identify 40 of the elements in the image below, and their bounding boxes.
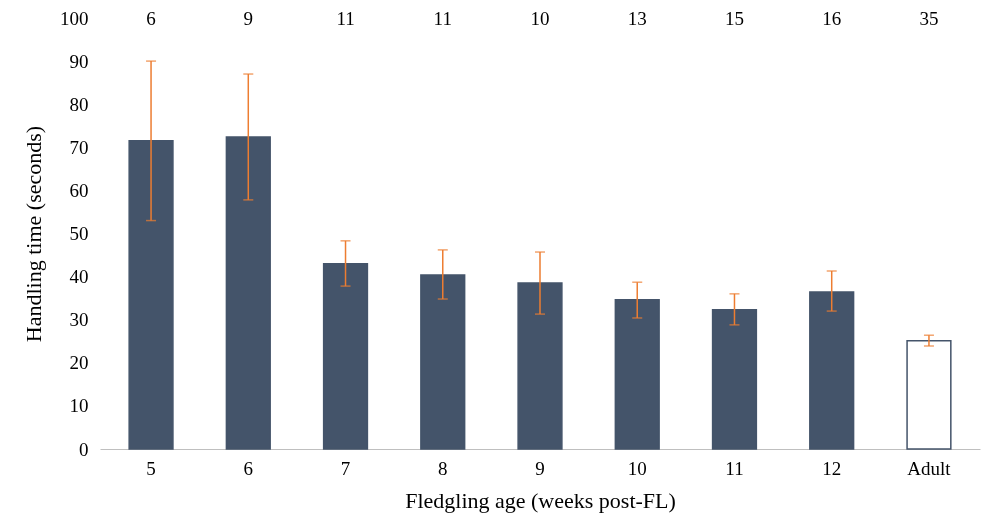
annotation: 11 [336,8,355,29]
annotation: 10 [530,8,550,29]
annotation: 9 [243,8,254,29]
y-tick-label: 100 [60,7,89,29]
y-tick-label: 50 [69,223,89,244]
x-tick-label: 7 [340,457,351,479]
y-tick-label: 90 [69,50,89,72]
x-tick-label: 9 [535,457,545,479]
x-axis-title: Fledgling age (weeks post-FL) [405,487,676,513]
y-tick-label: 20 [69,352,89,374]
bar [906,340,952,450]
bar [128,140,174,450]
x-tick-label: 12 [822,457,842,479]
bar [225,136,271,450]
bar [809,291,855,450]
y-axis-title: Handling time (seconds) [21,125,46,343]
annotation: 13 [627,8,647,29]
y-tick-label: 30 [69,309,89,331]
y-tick-label: 0 [79,438,89,460]
y-tick-label: 80 [69,93,89,115]
x-tick-label: 11 [725,457,744,479]
annotation: 16 [822,8,842,29]
bar [517,282,563,450]
x-tick-label: 8 [438,457,448,479]
bar [322,262,369,450]
x-tick-label: 5 [146,457,156,479]
bar [614,299,660,450]
x-tick-label: 10 [627,457,647,479]
y-tick-label: 60 [69,179,89,201]
y-tick-label: 40 [69,266,89,288]
y-tick-label: 70 [69,136,89,158]
annotation: 15 [724,8,744,29]
x-tick-label: 6 [243,457,254,479]
annotation: 6 [146,8,156,29]
annotation: 35 [919,8,939,29]
bar [711,309,758,450]
y-tick-label: 10 [69,395,89,417]
bar [420,274,466,450]
annotation: 11 [433,8,452,29]
x-tick-label: Adult [907,457,952,479]
